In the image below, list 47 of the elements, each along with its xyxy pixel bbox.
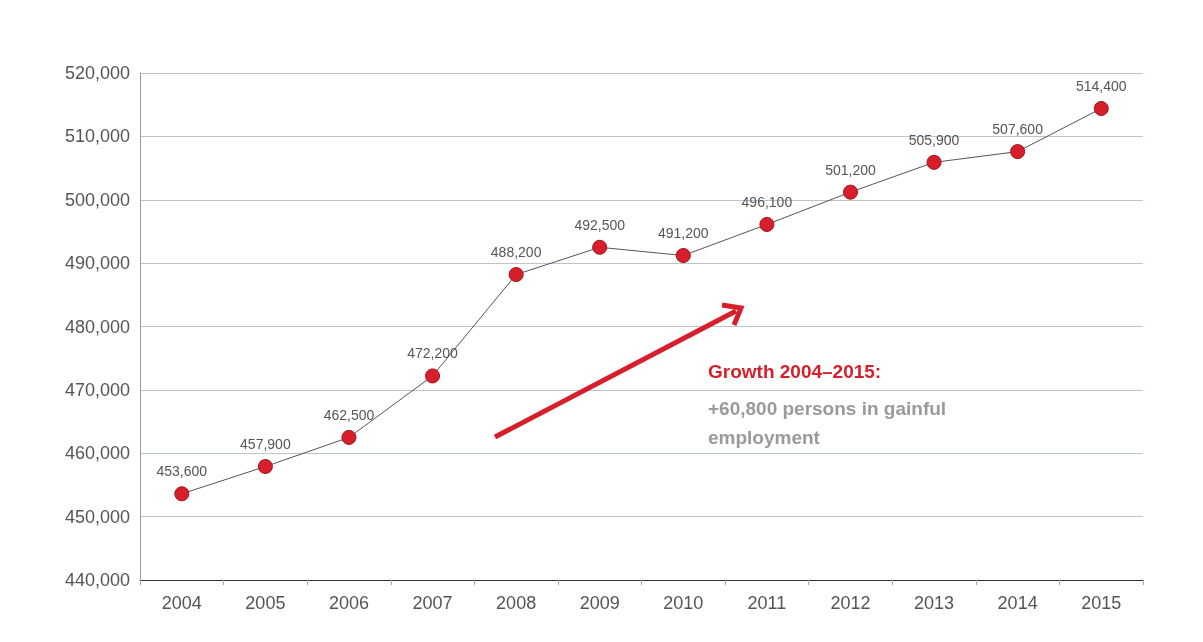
y-tick-label: 460,000 — [64, 443, 130, 464]
data-label: 505,900 — [908, 131, 960, 148]
point — [759, 216, 775, 232]
point — [675, 248, 691, 264]
y-tick-label: 480,000 — [64, 316, 130, 337]
point — [174, 486, 190, 502]
x-tick-label: 2011 — [747, 593, 787, 613]
data-label: 488,200 — [490, 244, 542, 261]
data-label: 514,400 — [1075, 77, 1127, 94]
data-label: 472,200 — [407, 345, 459, 362]
point — [592, 239, 608, 255]
y-tick-label: 520,000 — [64, 63, 130, 83]
point — [926, 154, 942, 170]
data-label: 496,100 — [741, 193, 793, 210]
y-tick-label: 440,000 — [64, 570, 130, 590]
x-tick-label: 2010 — [663, 593, 704, 613]
x-tick-label: 2005 — [245, 593, 286, 613]
x-tick-label: 2007 — [412, 593, 453, 613]
y-tick-label: 450,000 — [64, 506, 130, 527]
x-tick-label: 2014 — [997, 593, 1038, 613]
point — [341, 429, 357, 445]
y-tick-label: 490,000 — [64, 253, 130, 274]
point — [1093, 100, 1109, 116]
annotation: Growth 2004–2015: — [708, 361, 882, 382]
data-label: 501,200 — [825, 161, 876, 178]
y-tick-label: 470,000 — [64, 379, 130, 400]
point — [508, 267, 524, 283]
data-label: 507,600 — [992, 121, 1044, 138]
x-tick-label: 2006 — [328, 593, 369, 613]
data-label: 457,900 — [240, 436, 291, 453]
point — [257, 459, 273, 475]
point — [842, 184, 858, 200]
y-tick-label: 510,000 — [64, 126, 130, 147]
x-tick-label: 2004 — [161, 593, 202, 613]
annotation: +60,800 persons in gainful employment — [708, 398, 952, 448]
x-tick-label: 2009 — [579, 593, 620, 613]
point — [1010, 144, 1026, 160]
x-tick-label: 2008 — [496, 593, 537, 613]
point — [425, 368, 441, 384]
x-tick-label: 2015 — [1081, 593, 1122, 613]
data-label: 453,600 — [156, 463, 208, 480]
y-tick-label: 500,000 — [64, 189, 130, 210]
data-label: 491,200 — [657, 225, 709, 242]
x-tick-label: 2012 — [830, 593, 871, 613]
data-label: 462,500 — [323, 406, 375, 423]
x-tick-label: 2013 — [914, 593, 955, 613]
data-label: 492,500 — [574, 216, 626, 233]
